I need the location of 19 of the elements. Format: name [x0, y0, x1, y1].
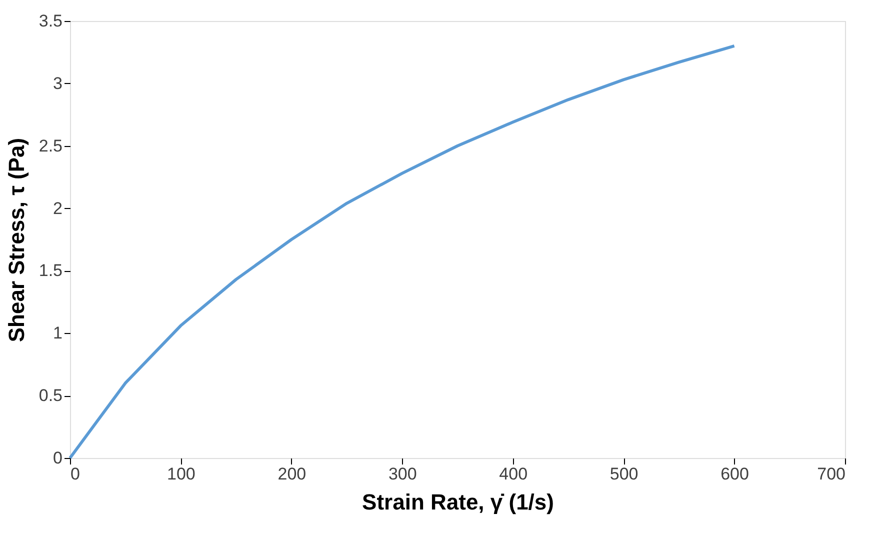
x-tick-label: 600: [720, 464, 749, 484]
y-tick-label: 1.5: [38, 261, 62, 280]
x-tick-label: 0: [70, 464, 80, 484]
x-tick-label: 400: [499, 464, 528, 484]
y-tick-label: 1: [53, 324, 62, 343]
y-tick-label: 0.5: [38, 386, 62, 406]
x-tick-label: 700: [817, 464, 846, 484]
x-tick-label: 300: [388, 464, 417, 484]
y-tick-label: 0: [53, 448, 62, 468]
y-axis-title: Shear Stress, τ (Pa): [4, 138, 29, 342]
y-tick-label: 3.5: [38, 12, 62, 30]
x-tick-label: 200: [278, 464, 306, 484]
x-axis-title: Strain Rate, γ̇ (1/s): [362, 490, 554, 514]
y-tick-label: 2.5: [38, 136, 62, 156]
x-tick-label: 500: [610, 464, 638, 484]
y-tick-label: 2: [53, 198, 62, 218]
line-series: [68, 44, 736, 460]
y-tick-label: 3: [53, 74, 62, 93]
x-tick-label: 100: [167, 464, 196, 484]
